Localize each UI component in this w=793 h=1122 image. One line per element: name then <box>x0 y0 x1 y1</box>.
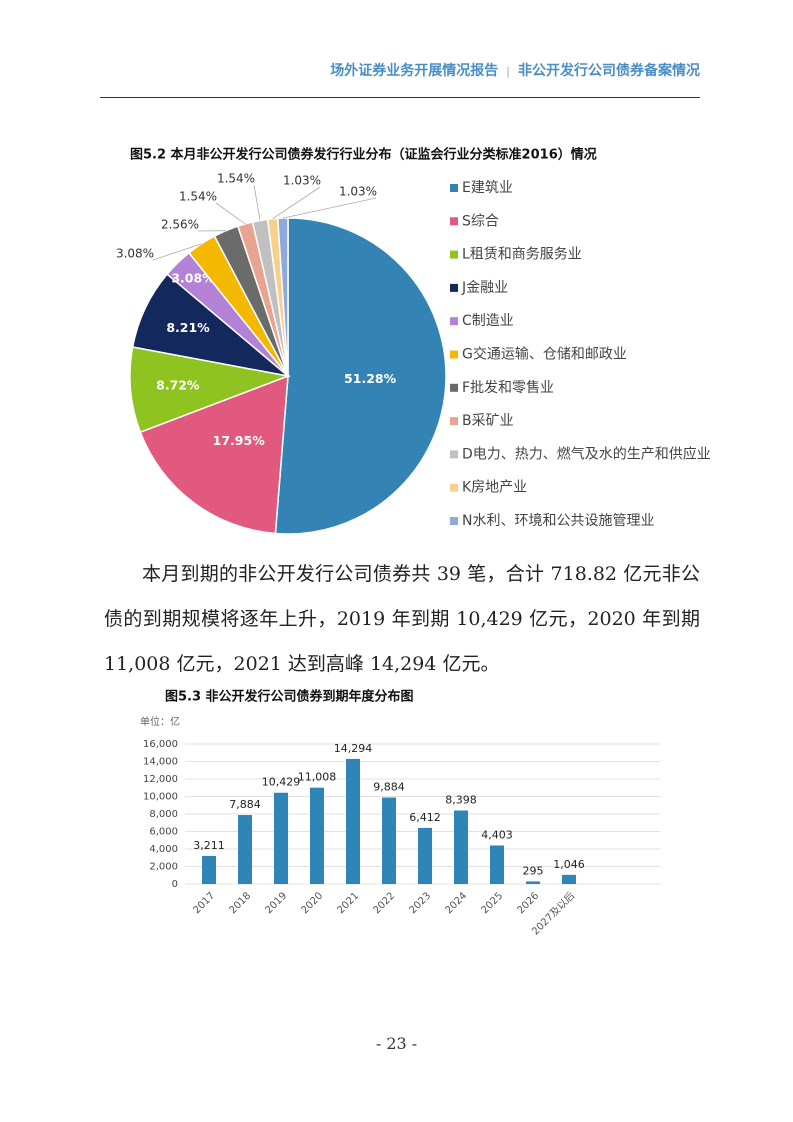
slice-label: 1.03% <box>283 174 321 188</box>
legend-label: C制造业 <box>462 313 514 329</box>
leader-line <box>152 243 202 261</box>
x-tick-label: 2021 <box>335 890 361 916</box>
x-tick-label: 2019 <box>263 890 289 916</box>
value-label: 1,046 <box>553 858 585 871</box>
legend-label: S综合 <box>462 213 499 229</box>
legend-label: D电力、热力、燃气及水的生产和供应业 <box>462 445 711 462</box>
value-label: 11,008 <box>298 771 337 784</box>
value-label: 14,294 <box>334 742 373 755</box>
legend-label: E建筑业 <box>462 180 513 196</box>
value-label: 7,884 <box>229 798 261 811</box>
slice-label: 8.21% <box>166 320 210 335</box>
y-tick-label: 8,000 <box>149 809 178 820</box>
value-label: 8,398 <box>445 794 477 807</box>
legend-label: N水利、环境和公共设施管理业 <box>462 513 654 529</box>
y-tick-label: 6,000 <box>149 827 178 838</box>
x-tick-label: 2024 <box>443 890 469 916</box>
bar <box>346 758 360 884</box>
slice-label: 8.72% <box>156 377 200 392</box>
legend-swatch <box>450 217 458 226</box>
value-label: 9,884 <box>373 781 405 794</box>
bar <box>238 815 252 884</box>
legend-swatch <box>450 483 458 492</box>
bar <box>526 881 540 884</box>
legend-label: G交通运输、仓储和邮政业 <box>462 346 627 363</box>
value-label: 295 <box>523 864 544 877</box>
y-tick-label: 16,000 <box>143 739 178 750</box>
x-tick-label: 2018 <box>227 890 253 916</box>
header-right: 非公开发行公司债券备案情况 <box>518 63 700 79</box>
x-tick-label: 2017 <box>191 890 217 916</box>
pie-slice <box>139 374 289 535</box>
slice-label: 1.03% <box>339 185 377 199</box>
leader-line <box>215 202 246 225</box>
bar <box>382 797 396 884</box>
value-label: 10,429 <box>262 776 301 789</box>
slice-label: 3.08% <box>171 270 215 285</box>
bar <box>418 827 432 884</box>
bar <box>310 787 324 884</box>
slice-label: 51.28% <box>344 371 397 386</box>
y-tick-label: 12,000 <box>143 774 178 785</box>
unit-label: 单位：亿 <box>140 715 180 728</box>
legend-swatch <box>450 417 458 426</box>
chart-title: 图5.3 非公开发行公司债券到期年度分布图 <box>165 689 414 705</box>
x-tick-label: 2022 <box>371 890 397 916</box>
header-left: 场外证券业务开展情况报告 <box>330 63 499 79</box>
legend-label: K房地产业 <box>462 480 527 496</box>
bar <box>454 810 468 884</box>
legend-label: F批发和零售业 <box>462 380 554 396</box>
legend-swatch <box>450 184 458 192</box>
x-tick-label: 2026 <box>515 890 541 916</box>
legend-label: B采矿业 <box>462 413 514 429</box>
bar <box>490 845 504 884</box>
leader-line <box>253 184 261 221</box>
y-tick-label: 10,000 <box>143 792 178 803</box>
paragraph: 本月到期的非公开发行公司债券共 39 笔，合计 718.82 亿元非公债的到期规… <box>104 563 700 675</box>
header: 场外证券业务开展情况报告 | 非公开发行公司债券备案情况 <box>330 60 700 80</box>
y-tick-label: 14,000 <box>143 757 178 768</box>
legend-swatch <box>450 350 458 359</box>
legend-swatch <box>450 517 458 525</box>
page-number: - 23 - <box>375 1034 418 1053</box>
legend-swatch <box>450 317 458 326</box>
pie-slice <box>276 217 289 377</box>
slice-label: 3.08% <box>116 247 154 261</box>
x-tick-label: 2023 <box>407 890 433 916</box>
y-tick-label: 2,000 <box>149 862 178 873</box>
value-label: 3,211 <box>193 839 225 852</box>
bar <box>202 855 216 884</box>
legend-swatch <box>450 250 458 259</box>
x-tick-label: 2020 <box>299 890 325 916</box>
legend-swatch <box>450 283 458 292</box>
bar <box>562 874 576 884</box>
slice-label: 1.54% <box>217 172 255 186</box>
legend-label: L租赁和商务服务业 <box>462 247 582 263</box>
slice-label: 17.95% <box>213 433 266 448</box>
legend-swatch <box>450 450 458 459</box>
y-tick-label: 4,000 <box>149 844 178 855</box>
separator: | <box>506 65 510 78</box>
x-tick-label: 2025 <box>479 890 505 916</box>
value-label: 4,403 <box>481 828 513 841</box>
pie-slice <box>274 217 447 535</box>
slice-label: 1.54% <box>179 190 217 204</box>
legend-swatch <box>450 383 458 392</box>
header-rule <box>100 97 700 98</box>
pie-slice <box>129 346 291 434</box>
legend-label: J金融业 <box>461 280 508 296</box>
leader-line <box>282 197 377 219</box>
value-label: 6,412 <box>409 811 441 824</box>
y-tick-label: 0 <box>172 879 178 890</box>
leader-line <box>272 186 321 220</box>
slice-label: 2.56% <box>161 218 199 232</box>
chart-title: 图5.2 本月非公开发行公司债券发行行业分布（证监会行业分类标准2016）情况 <box>130 147 597 163</box>
bar <box>274 792 288 884</box>
